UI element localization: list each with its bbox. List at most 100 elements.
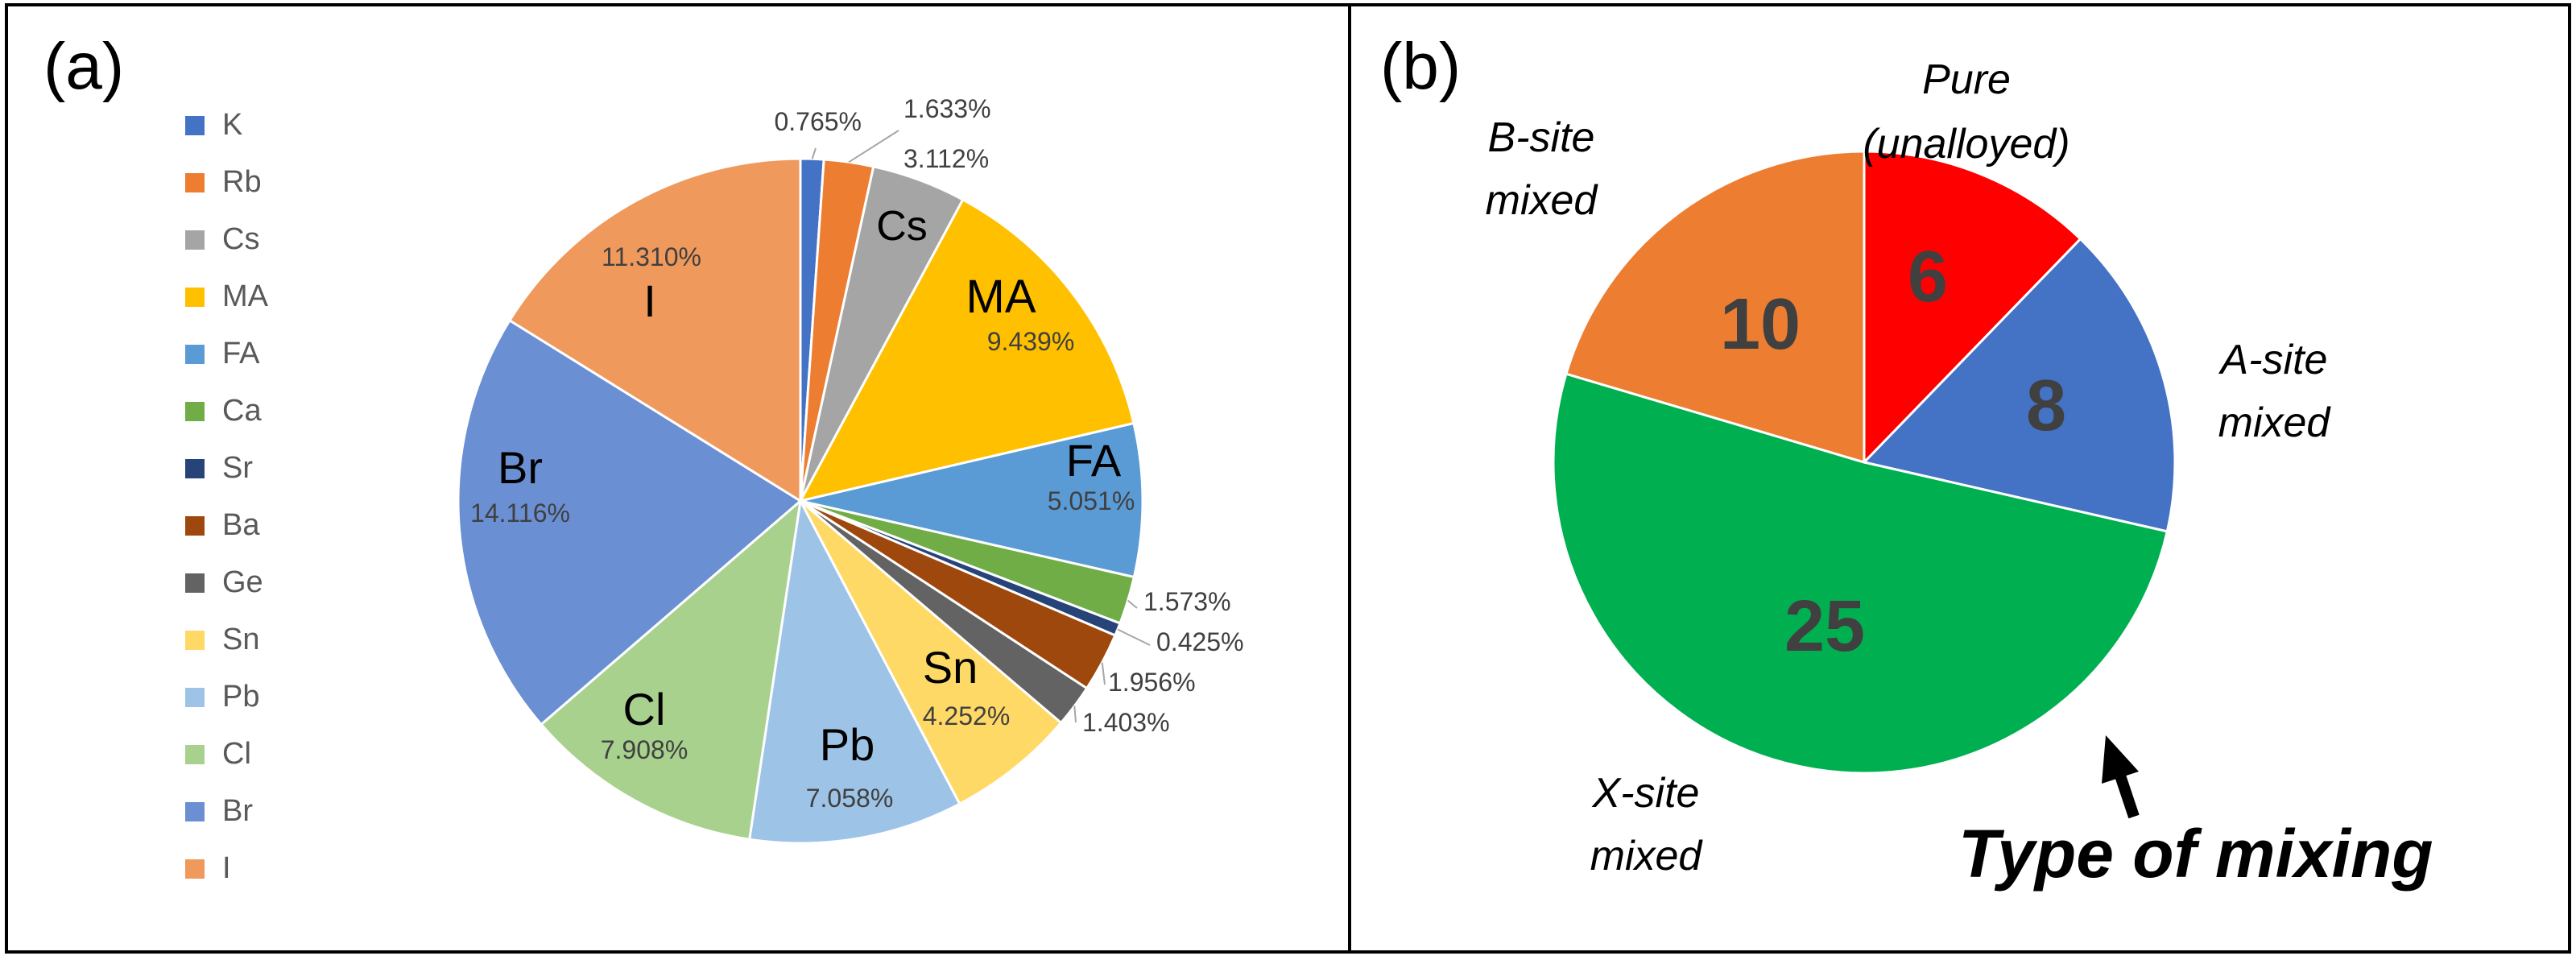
pie-a-category-label-cl: Cl [623,684,666,734]
pie-a-percent-label-cl: 7.908% [601,735,688,764]
pie-a-percent-label-pb: 7.058% [806,784,894,813]
legend-swatch [185,516,205,536]
pie-a-category-label-fa: FA [1066,435,1122,486]
legend-item-cl: Cl [185,735,346,772]
legend-label: Ba [222,508,260,542]
legend-swatch [185,802,205,821]
mixing-type-pie-chart: 6 Pure (unalloyed) 8 A-site mixed 25 X-site mixe… [1486,56,2332,879]
pie-b-category-label-b-site-mixed-line2: mixed [1486,177,1599,224]
legend-label: Sr [222,451,253,485]
pie-a-category-label-pb: Pb [820,719,875,770]
pie-a-percent-label-k: 0.765% [774,107,862,136]
legend-item-k: K [185,106,346,143]
legend-label: Pb [222,680,260,714]
legend-item-br: Br [185,792,346,830]
legend-label: FA [222,337,260,370]
legend-swatch [185,402,205,421]
pie-a-leader-line-ba [1101,662,1106,685]
pie-b-slice-a-site-mixed [1862,237,2177,533]
legend-item-i: I [185,850,346,887]
pie-b-category-label-x-site-mixed-line2: mixed [1590,833,1704,879]
panel-b: (b) 6 Pure (unalloyed) 8 A-site mixed 25 X-site… [1348,3,2571,954]
pie-a-slice-fa [800,421,1144,579]
legend-swatch [185,859,205,879]
pie-b-slice-b-site-mixed [1565,150,1866,465]
pie-a-leader-line-ge [1073,706,1077,723]
legend-label: Rb [222,165,262,199]
pie-a-percent-label-sr: 0.425% [1156,627,1244,656]
pie-b-value-label-b-site-mixed: 10 [1720,284,1801,365]
pie-a-percent-label-ca: 1.573% [1143,587,1231,616]
legend-swatch [185,288,205,307]
legend-swatch [185,631,205,650]
legend-item-sn: Sn [185,621,346,658]
pie-a-slice-sn [799,499,1063,806]
pie-b-value-label-pure-unalloyed: 6 [1908,237,1948,317]
panel-a-label: (a) [43,30,125,103]
pie-a-slice-br [457,318,803,726]
pie-a-percent-label-ge: 1.403% [1082,708,1170,737]
panel-b-label: (b) [1380,30,1462,103]
legend-label: Ge [222,565,263,599]
legend-item-fa: FA [185,335,346,372]
pie-b-category-label-pure-unalloyed-line2: (unalloyed) [1863,121,2069,168]
legend-item-ca: Ca [185,392,346,429]
legend-label: Cl [222,737,251,771]
legend-item-rb: Rb [185,163,346,201]
pie-b-category-label-a-site-mixed-line2: mixed [2218,399,2332,446]
legend-label: Ca [222,394,262,428]
pie-a-leader-line-sr [1117,628,1151,646]
legend-item-ba: Ba [185,507,346,544]
pie-a-slice-i [507,157,802,503]
legend-label: Sn [222,623,260,656]
pie-a-percent-label-ba: 1.956% [1108,668,1196,697]
legend-swatch [185,688,205,707]
pie-b-category-label-x-site-mixed-line1: X-site [1592,770,1700,817]
pie-a-percent-label-sn: 4.252% [923,701,1011,730]
legend-label: Cs [222,222,260,256]
legend-swatch [185,745,205,764]
legend-swatch [185,345,205,364]
legend-swatch [185,573,205,593]
pie-b-value-label-a-site-mixed: 8 [2026,366,2066,446]
pie-a-category-label-cs: Cs [876,203,928,250]
legend-item-pb: Pb [185,678,346,715]
panel-a: (a) K Rb Cs MA FA Ca Sr Ba Ge Sn Pb Cl Br I Cs MA 9.439… [5,3,1351,954]
mixing-caption: Type of mixing [1958,816,2433,892]
pie-a-percent-label-rb: 1.633% [903,94,991,123]
pie-a-leader-line-k [811,147,817,159]
legend-item-cs: Cs [185,221,346,258]
legend-label: I [222,851,231,885]
pie-a-slice-cl [539,498,803,841]
pie-a-slice-ma [798,197,1135,503]
legend-swatch [185,173,205,192]
pie-a-category-label-sn: Sn [923,642,978,693]
arrow-icon [2102,735,2140,819]
pie-a-leader-line-ca [1127,599,1138,609]
pie-b-slice-x-site-mixed [1552,372,2169,775]
pie-a-percent-label-i: 11.310% [602,242,701,271]
legend-item-ma: MA [185,278,346,315]
pie-a-category-label-br: Br [498,442,543,493]
pie-a-category-label-ma: MA [966,271,1036,323]
pie-b-slice-pure-unalloyed [1863,150,2082,466]
legend-item-sr: Sr [185,449,346,486]
legend-label: K [222,108,243,142]
legend-item-ge: Ge [185,564,346,601]
pie-a-category-label-i: I [643,275,656,326]
pie-a-percent-label-br: 14.116% [470,499,570,528]
pie-b-category-label-b-site-mixed-line1: B-site [1488,114,1595,161]
pie-b-category-label-a-site-mixed-line1: A-site [2218,337,2328,383]
pie-b-category-label-pure-unalloyed-line1: Pure [1922,56,2011,103]
pie-a-percent-label-ma: 9.439% [987,327,1075,356]
pie-a-percent-label-fa: 5.051% [1048,486,1135,515]
pie-b-value-label-x-site-mixed: 25 [1784,586,1865,667]
pie-a-slice-pb [747,497,961,845]
legend-label: MA [222,279,268,313]
legend-swatch [185,230,205,250]
pie-a-leader-line-rb [848,130,899,163]
legend-swatch [185,116,205,135]
legend-label: Br [222,794,253,828]
legend-swatch [185,459,205,478]
element-share-pie-chart: Cs MA 9.439% FA5.051% Sn 4.252% Pb 7.058% Cl7.90… [457,94,1244,845]
